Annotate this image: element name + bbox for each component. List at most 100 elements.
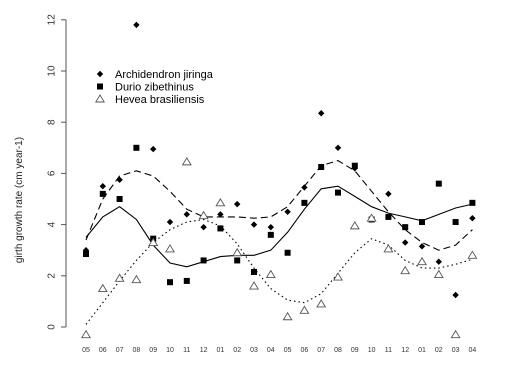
x-tick-label: 01: [217, 347, 225, 354]
y-axis-title: girth growth rate (cm year-1): [14, 137, 25, 263]
x-tick-label: 10: [368, 347, 376, 354]
x-tick-label: 03: [250, 347, 258, 354]
data-point: [433, 269, 444, 278]
data-point: [417, 256, 427, 266]
x-tick-label: 05: [284, 347, 292, 354]
y-tick-label: 2: [47, 273, 58, 279]
data-point: [435, 180, 442, 187]
data-point: [232, 247, 243, 257]
y-tick-label: 6: [47, 170, 58, 176]
legend-label: Hevea brasiliensis: [115, 94, 205, 106]
data-point: [251, 268, 257, 275]
x-tick-label: 10: [166, 347, 174, 354]
data-point: [267, 231, 274, 238]
data-point: [316, 299, 327, 308]
data-point: [452, 219, 459, 226]
data-point: [282, 311, 293, 321]
legend-label: Archidendron jiringa: [115, 69, 214, 81]
legend-label: Durio zibethinus: [115, 82, 194, 94]
data-point: [133, 21, 140, 29]
data-point: [198, 210, 209, 220]
data-point: [333, 272, 343, 281]
y-tick-label: 0: [47, 324, 58, 330]
data-point: [469, 199, 476, 206]
data-point: [150, 145, 157, 153]
data-point: [99, 183, 106, 190]
x-tick-label: 07: [317, 347, 325, 354]
data-point: [452, 291, 459, 299]
x-tick-label: 09: [351, 347, 359, 354]
x-tick-label: 03: [452, 347, 460, 354]
x-tick-label: 02: [233, 347, 241, 354]
x-tick-label: 11: [183, 347, 190, 354]
data-point: [267, 223, 274, 231]
y-tick-label: 12: [47, 14, 58, 26]
x-tick-label: 06: [99, 347, 107, 354]
data-point: [334, 144, 342, 151]
data-point: [335, 189, 341, 196]
data-point: [167, 279, 173, 286]
data-point: [385, 213, 392, 220]
data-point: [217, 211, 224, 218]
trend-line: [85, 218, 473, 325]
data-point: [351, 162, 358, 169]
data-points: [81, 21, 478, 339]
x-tick-label: 09: [149, 347, 157, 354]
data-point: [318, 110, 325, 117]
data-point: [318, 164, 325, 170]
data-point: [114, 273, 125, 282]
data-point: [200, 223, 207, 231]
data-point: [183, 277, 190, 284]
data-point: [83, 251, 89, 258]
data-point: [418, 243, 426, 250]
data-point: [215, 197, 226, 207]
legend-marker: [95, 94, 105, 103]
data-point: [200, 257, 207, 264]
data-point: [435, 258, 442, 265]
trend-line: [85, 160, 473, 251]
y-tick-label: 4: [47, 221, 58, 227]
x-tick-label: 02: [435, 347, 443, 354]
data-point: [419, 219, 425, 226]
x-tick-label: 05: [82, 347, 90, 354]
data-point: [116, 176, 123, 183]
x-tick-label: 08: [133, 347, 141, 354]
data-point: [234, 257, 241, 264]
data-point: [349, 221, 360, 230]
x-tick-label: 04: [469, 347, 477, 354]
data-point: [165, 244, 175, 253]
x-tick-labels: 05 06 07 08 09 10 11 12 01 02 03 04 05 06 07 08 09 10 11 12…: [82, 347, 476, 354]
x-tick-label: 08: [334, 347, 342, 354]
data-point: [181, 157, 192, 166]
x-tick-label: 12: [401, 347, 409, 354]
data-point: [284, 249, 291, 256]
legend-marker: [96, 70, 104, 78]
x-tick-label: 07: [116, 347, 124, 354]
data-point: [299, 305, 310, 314]
x-tick-label: 01: [418, 347, 426, 354]
legend-marker: [97, 83, 103, 90]
x-tick-label: 06: [301, 347, 309, 354]
x-tick-label: 11: [385, 347, 392, 354]
data-point: [450, 329, 461, 339]
trend-lines: [85, 160, 473, 325]
data-point: [234, 200, 241, 208]
data-point: [301, 199, 308, 206]
data-point: [131, 274, 142, 284]
data-point: [467, 250, 478, 259]
data-point: [301, 184, 308, 191]
y-tick-label: 8: [47, 119, 58, 125]
data-point: [133, 144, 140, 151]
data-point: [284, 208, 291, 215]
data-point: [217, 225, 224, 232]
trend-line: [85, 185, 473, 268]
data-point: [99, 190, 106, 197]
data-point: [166, 218, 174, 226]
y-tick-label: 10: [47, 65, 58, 77]
data-point: [250, 221, 258, 228]
data-point: [183, 211, 190, 218]
data-point: [366, 213, 377, 222]
y-axis: 0 2 4 6 8 10 12: [47, 14, 67, 330]
